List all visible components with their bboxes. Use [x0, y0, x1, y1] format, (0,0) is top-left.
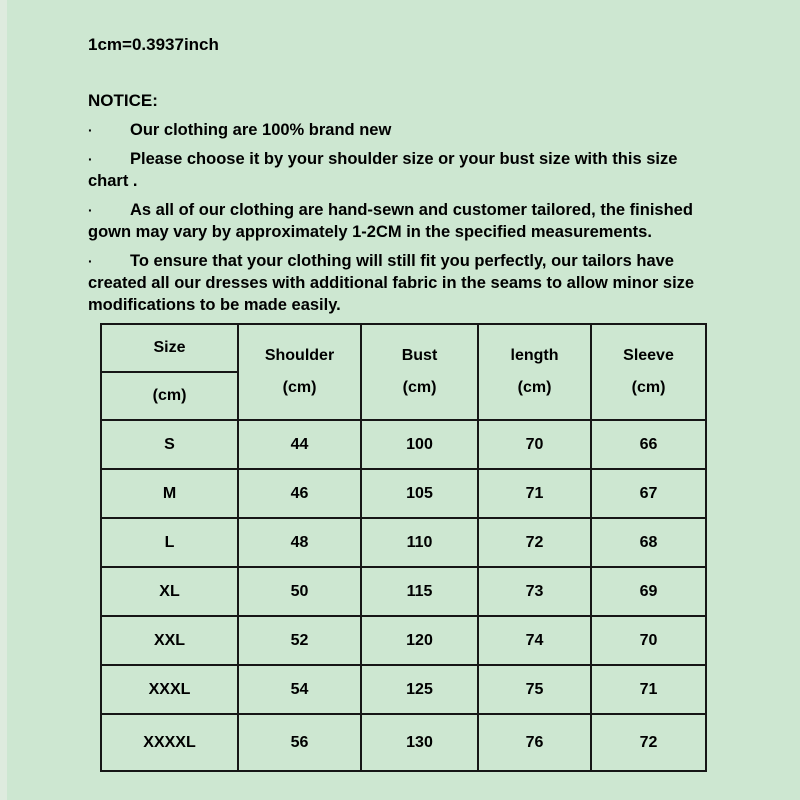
notice-heading: NOTICE:	[88, 91, 158, 110]
notice-item-text: Please choose it by your shoulder size o…	[88, 150, 678, 190]
column-label: Sleeve	[623, 347, 674, 364]
bullet-dot: ·	[88, 202, 93, 218]
table-row: XXXL 54 125 75 71	[100, 664, 707, 715]
notice-section: 1cm=0.3937inch NOTICE: · Our clothing are…	[88, 34, 712, 323]
size-cell: L	[100, 517, 239, 568]
header-row-unit: (cm)	[100, 371, 706, 421]
bust-cell: 120	[360, 615, 479, 666]
length-cell: 71	[477, 468, 592, 519]
notice-item-text: Our clothing are 100% brand new	[130, 121, 392, 139]
bullet-dot: ·	[88, 122, 93, 138]
column-unit: (cm)	[402, 379, 437, 396]
length-cell: 72	[477, 517, 592, 568]
shoulder-cell: 46	[237, 468, 362, 519]
notice-item-text: To ensure that your clothing will still …	[88, 252, 695, 314]
table-row: S 44 100 70 66	[100, 419, 707, 470]
bust-cell: 110	[360, 517, 479, 568]
column-header-shoulder: Shoulder (cm)	[237, 323, 362, 421]
left-edge-strip	[0, 0, 7, 800]
bust-cell: 115	[360, 566, 479, 617]
size-cell: S	[100, 419, 239, 470]
notice-item: · As all of our clothing are hand-sewn an…	[88, 199, 712, 243]
column-unit: (cm)	[282, 379, 317, 396]
shoulder-cell: 54	[237, 664, 362, 715]
table-row: XXXXL 56 130 76 72	[100, 713, 707, 772]
column-unit: (cm)	[631, 379, 666, 396]
size-chart-table: Size Shoulder (cm) Bust (cm) length (cm) Sl…	[100, 323, 707, 772]
sleeve-cell: 70	[590, 615, 707, 666]
length-cell: 74	[477, 615, 592, 666]
table-row: XXL 52 120 74 70	[100, 615, 707, 666]
length-cell: 73	[477, 566, 592, 617]
length-cell: 76	[477, 713, 592, 772]
column-header-sleeve: Sleeve (cm)	[590, 323, 707, 421]
column-header-length: length (cm)	[477, 323, 592, 421]
bullet-dot: ·	[88, 253, 93, 269]
size-cell: XXL	[100, 615, 239, 666]
bust-cell: 100	[360, 419, 479, 470]
size-cell: XL	[100, 566, 239, 617]
length-cell: 75	[477, 664, 592, 715]
shoulder-cell: 50	[237, 566, 362, 617]
table-row: M 46 105 71 67	[100, 468, 707, 519]
column-label: Bust	[401, 347, 438, 364]
notice-item: · To ensure that your clothing will still…	[88, 250, 712, 316]
column-label: Shoulder	[264, 347, 335, 364]
column-header-size: Size	[100, 323, 239, 373]
notice-item: · Our clothing are 100% brand new	[88, 119, 712, 141]
size-cell: XXXL	[100, 664, 239, 715]
notice-item-text: As all of our clothing are hand-sewn and…	[88, 201, 693, 241]
shoulder-cell: 48	[237, 517, 362, 568]
size-cell: M	[100, 468, 239, 519]
column-label: length	[510, 347, 559, 364]
sleeve-cell: 69	[590, 566, 707, 617]
column-unit: (cm)	[517, 379, 552, 396]
sleeve-cell: 67	[590, 468, 707, 519]
shoulder-cell: 52	[237, 615, 362, 666]
unit-conversion-note: 1cm=0.3937inch	[88, 35, 219, 54]
bullet-dot: ·	[88, 151, 93, 167]
bust-cell: 130	[360, 713, 479, 772]
sleeve-cell: 71	[590, 664, 707, 715]
notice-item: · Please choose it by your shoulder size …	[88, 148, 712, 192]
table-row: L 48 110 72 68	[100, 517, 707, 568]
sleeve-cell: 72	[590, 713, 707, 772]
bust-cell: 105	[360, 468, 479, 519]
bust-cell: 125	[360, 664, 479, 715]
header-row-top: Size Shoulder (cm) Bust (cm) length (cm) Sl…	[100, 323, 707, 421]
sleeve-cell: 66	[590, 419, 707, 470]
shoulder-cell: 44	[237, 419, 362, 470]
sleeve-cell: 68	[590, 517, 707, 568]
column-header-bust: Bust (cm)	[360, 323, 479, 421]
column-header-size-unit: (cm)	[100, 371, 239, 421]
length-cell: 70	[477, 419, 592, 470]
size-cell: XXXXL	[100, 713, 239, 772]
table-row: XL 50 115 73 69	[100, 566, 707, 617]
shoulder-cell: 56	[237, 713, 362, 772]
